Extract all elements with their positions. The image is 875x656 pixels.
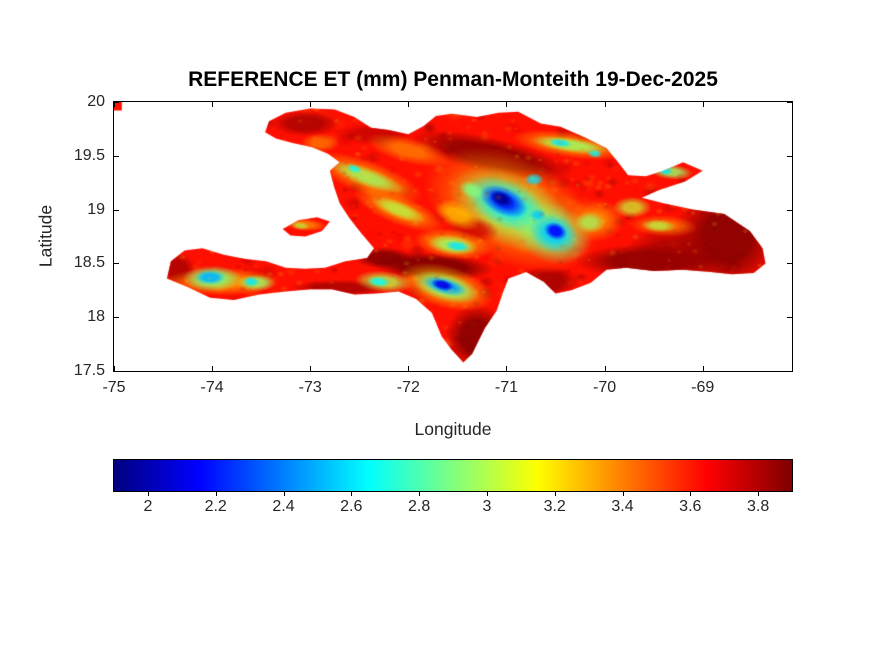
y-tick-mark-right xyxy=(787,102,792,103)
y-tick-mark-right xyxy=(787,209,792,211)
x-tick-label: -69 xyxy=(691,379,715,396)
x-axis-label: Longitude xyxy=(414,419,492,439)
y-tick-mark xyxy=(114,102,119,103)
colorbar-tick-label: 2.6 xyxy=(340,498,363,515)
x-tick-mark-top xyxy=(604,102,606,107)
colorbar-tick-mark xyxy=(622,492,624,496)
y-tick-mark xyxy=(114,317,119,319)
x-tick-mark-top xyxy=(114,102,115,107)
chart-title: REFERENCE ET (mm) Penman-Monteith 19-Dec… xyxy=(188,68,718,91)
y-tick-mark-right xyxy=(787,317,792,319)
et-heatmap-canvas xyxy=(114,102,792,371)
colorbar-tick-label: 2.4 xyxy=(272,498,295,515)
colorbar-tick-mark xyxy=(283,492,285,496)
x-tick-label: -72 xyxy=(396,379,420,396)
colorbar-tick-label: 3.8 xyxy=(746,498,770,515)
colorbar-tick-mark xyxy=(486,492,488,496)
colorbar-tick-label: 3 xyxy=(482,498,492,515)
y-tick-label: 18.5 xyxy=(73,254,105,272)
colorbar-tick-label: 2.8 xyxy=(407,498,431,515)
colorbar-tick-mark xyxy=(758,492,760,496)
x-tick-mark xyxy=(506,366,508,371)
x-tick-label: -70 xyxy=(593,379,617,396)
y-tick-mark-right xyxy=(787,263,792,265)
y-tick-mark-right xyxy=(787,371,792,372)
y-tick-label: 18 xyxy=(87,308,105,326)
colorbar-tick-label: 3.6 xyxy=(679,498,702,515)
x-tick-mark xyxy=(408,366,410,371)
y-tick-mark xyxy=(114,155,119,157)
x-tick-mark xyxy=(310,366,312,371)
x-tick-mark-top xyxy=(212,102,214,107)
x-tick-mark xyxy=(114,366,115,371)
colorbar-tick-mark xyxy=(351,492,353,496)
x-tick-mark-top xyxy=(310,102,312,107)
x-tick-mark-top xyxy=(702,102,704,107)
x-tick-mark xyxy=(604,366,606,371)
y-tick-mark xyxy=(114,371,119,372)
x-tick-label: -73 xyxy=(298,379,322,396)
plot-area xyxy=(113,101,793,372)
y-tick-label: 19.5 xyxy=(73,146,105,164)
colorbar-tick-mark xyxy=(147,492,149,496)
colorbar xyxy=(113,459,793,492)
y-tick-mark xyxy=(114,209,119,211)
x-tick-label: -71 xyxy=(494,379,519,396)
x-tick-mark-top xyxy=(408,102,410,107)
x-tick-label: -75 xyxy=(102,379,126,396)
colorbar-tick-label: 3.2 xyxy=(543,498,566,515)
y-tick-label: 17.5 xyxy=(73,362,105,379)
colorbar-tick-label: 2.2 xyxy=(204,498,227,515)
y-tick-mark-right xyxy=(787,155,792,157)
y-tick-mark xyxy=(114,263,119,265)
y-tick-label: 20 xyxy=(87,93,105,110)
colorbar-tick-label: 2 xyxy=(143,498,153,515)
colorbar-tick-mark xyxy=(554,492,556,496)
colorbar-gradient-canvas xyxy=(114,460,792,491)
y-tick-label: 19 xyxy=(87,200,105,218)
x-tick-mark xyxy=(702,366,704,371)
x-tick-label: -74 xyxy=(200,379,224,396)
colorbar-tick-mark xyxy=(215,492,217,496)
x-tick-mark xyxy=(212,366,214,371)
x-tick-mark-top xyxy=(506,102,508,107)
colorbar-tick-mark xyxy=(690,492,692,496)
colorbar-tick-mark xyxy=(419,492,421,496)
colorbar-tick-label: 3.4 xyxy=(611,498,634,515)
